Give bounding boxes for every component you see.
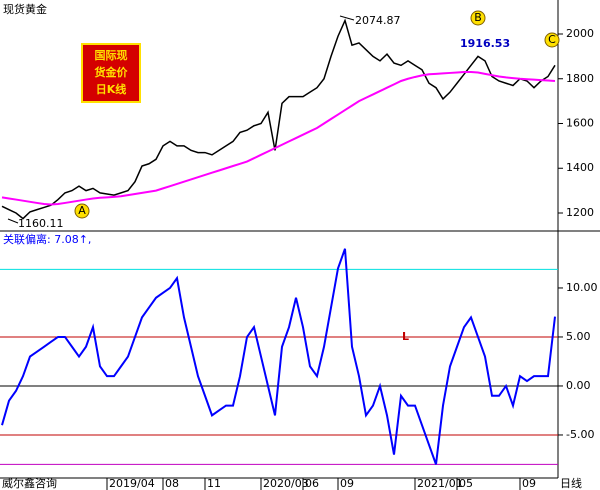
price-line — [1, 18, 556, 220]
x-tick-label: 08 — [165, 477, 179, 490]
price-line — [1, 248, 556, 465]
marker-circle — [470, 10, 486, 26]
annotation: 1916.53 — [460, 37, 510, 50]
x-tick-label: 09 — [522, 477, 536, 490]
x-tick-label: 2019/04 — [109, 477, 155, 490]
annotation: C — [548, 33, 556, 46]
marker-circle — [544, 32, 560, 48]
level-label: L — [402, 330, 409, 343]
logo-text: 日K线 — [96, 82, 127, 96]
footer-left: 威尔鑫咨询 — [2, 476, 57, 490]
x-tick-label: 09 — [340, 477, 354, 490]
annotation: 2074.87 — [355, 14, 401, 27]
logo-box — [81, 43, 141, 103]
y-tick-label: 1600 — [566, 117, 594, 130]
y-tick-label: -5.00 — [566, 428, 594, 441]
y-tick-label: 1400 — [566, 161, 594, 174]
y-tick-label: 1800 — [566, 72, 594, 85]
y-tick-label: 1200 — [566, 206, 594, 219]
logo-text: 国际现 — [95, 48, 128, 62]
x-tick-label: 11 — [207, 477, 221, 490]
marker-circle — [74, 203, 90, 219]
price-line — [1, 71, 556, 206]
y-tick-label: 10.00 — [566, 281, 598, 294]
annotation: 1160.11 — [18, 217, 64, 230]
logo-text: 货金价 — [94, 65, 129, 79]
y-tick-label: 2000 — [566, 27, 594, 40]
x-tick-label: 05 — [459, 477, 473, 490]
footer-right: 日线 — [560, 476, 582, 490]
x-tick-label: 2020/03 — [263, 477, 309, 490]
x-tick-label: 2021/01 — [417, 477, 463, 490]
y-tick-label: 5.00 — [566, 330, 591, 343]
pointer — [339, 15, 355, 21]
annotation: B — [474, 11, 482, 24]
y-tick-label: 0.00 — [566, 379, 591, 392]
pointer — [7, 218, 19, 224]
chart-title: 现货黄金 — [3, 2, 47, 16]
x-tick-label: 06 — [305, 477, 319, 490]
indicator-title: 关联偏离: 7.08↑, — [3, 232, 91, 246]
annotation: A — [78, 204, 86, 217]
